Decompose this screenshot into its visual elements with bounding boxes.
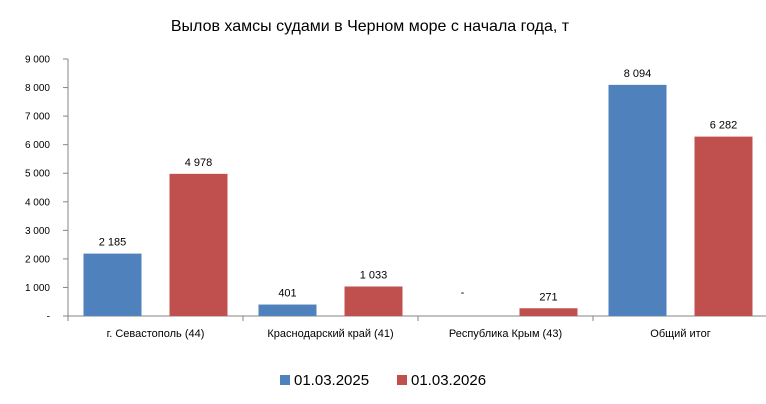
bar — [608, 84, 667, 316]
bar — [83, 253, 142, 316]
x-tick-label: Краснодарский край (41) — [267, 328, 393, 340]
y-tick-label: 6 000 — [25, 140, 50, 151]
y-tick-label: 3 000 — [25, 226, 50, 237]
y-tick-label: - — [47, 312, 50, 323]
x-tick-label: Республика Крым (43) — [449, 328, 562, 340]
chart-axes: - 1 000 2 000 3 000 4 000 5 000 6 000 7 000 8 00… — [25, 55, 766, 340]
x-tick-label: г. Севастополь (44) — [107, 328, 205, 340]
legend-label: 01.03.2026 — [411, 372, 486, 389]
chart-legend: 01.03.2025 01.03.2026 — [280, 372, 486, 389]
data-label: 4 978 — [185, 157, 213, 169]
data-label: 401 — [278, 288, 296, 300]
data-label: 2 185 — [99, 237, 127, 249]
data-label: - — [461, 287, 465, 299]
data-label: 6 282 — [710, 120, 738, 132]
bar — [258, 304, 317, 316]
y-tick-label: 4 000 — [25, 197, 50, 208]
data-label: 8 094 — [624, 68, 652, 80]
bar — [519, 308, 578, 316]
legend-swatch — [280, 375, 290, 385]
y-tick-label: 8 000 — [25, 83, 50, 94]
bar — [344, 286, 403, 316]
y-tick-label: 5 000 — [25, 169, 50, 180]
data-label: 271 — [539, 291, 557, 303]
data-label: 1 033 — [360, 270, 388, 282]
y-tick-label: 7 000 — [25, 112, 50, 123]
bar — [169, 173, 228, 316]
legend-label: 01.03.2025 — [294, 372, 369, 389]
chart-title: Вылов хамсы судами в Черном море с начал… — [171, 18, 570, 35]
y-tick-label: 1 000 — [25, 283, 50, 294]
x-tick-label: Общий итог — [650, 328, 710, 340]
legend-swatch — [397, 375, 407, 385]
chart-bars — [83, 84, 753, 316]
bar — [694, 136, 753, 316]
y-tick-label: 9 000 — [25, 55, 50, 66]
chart-data-labels: 2 185 401 - 8 094 4 978 1 033 271 6 282 — [99, 68, 738, 303]
y-tick-label: 2 000 — [25, 254, 50, 265]
